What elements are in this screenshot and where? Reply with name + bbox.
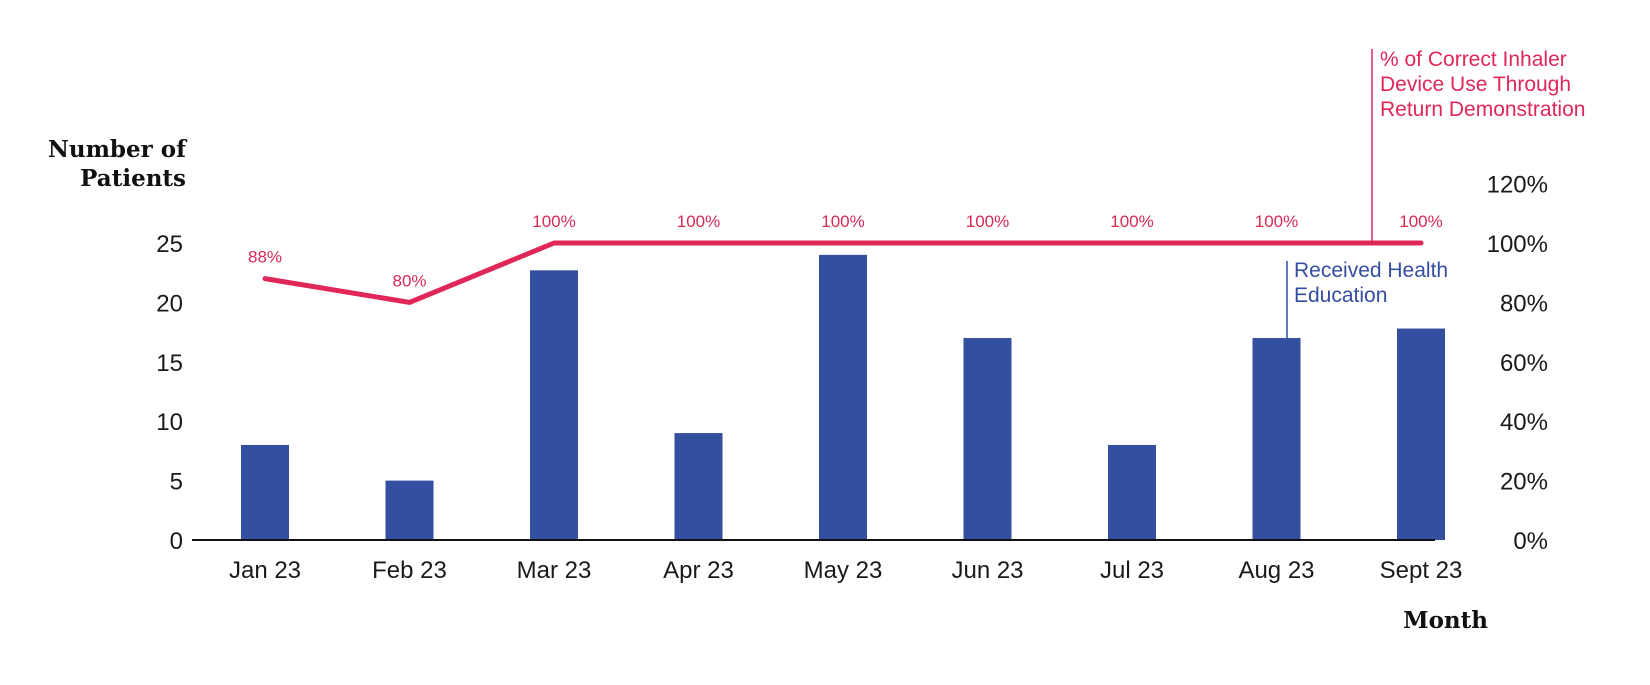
- category-label: Jan 23: [229, 557, 301, 584]
- line-series: [262, 240, 1424, 305]
- category-label: Jun 23: [951, 557, 1023, 584]
- pct-data-label: 100%: [966, 212, 1009, 231]
- x-axis-categories: Jan 23 Feb 23 Mar 23 Apr 23 May 23 Jun 23 Jul …: [229, 557, 1462, 584]
- line-legend-line3: Return Demonstration: [1380, 98, 1585, 121]
- category-label: Sept 23: [1380, 557, 1463, 584]
- bar-legend-line2: Education: [1294, 284, 1387, 307]
- bar: [1252, 338, 1301, 540]
- bar: [963, 338, 1012, 540]
- pct-data-label: 88%: [248, 248, 282, 267]
- line-legend-line2: Device Use Through: [1380, 73, 1571, 96]
- right-tick-label: 80%: [1500, 290, 1548, 317]
- pct-data-label: 100%: [1255, 212, 1298, 231]
- left-axis-title-line2: Patients: [80, 165, 186, 192]
- bar-series: [241, 254, 1445, 540]
- left-tick-label: 0: [170, 528, 183, 555]
- category-label: Apr 23: [663, 557, 734, 584]
- bar-legend-line1: Received Health: [1294, 259, 1448, 282]
- bar: [674, 433, 723, 540]
- left-axis-ticks: 0 5 10 15 20 25: [156, 231, 183, 555]
- right-tick-label: 100%: [1487, 231, 1548, 258]
- left-tick-label: 10: [156, 409, 183, 436]
- category-label: May 23: [804, 557, 883, 584]
- pct-data-label: 100%: [1110, 212, 1153, 231]
- right-tick-label: 20%: [1500, 469, 1548, 496]
- bar: [530, 270, 578, 540]
- pct-data-label: 100%: [1399, 212, 1442, 231]
- bar: [241, 444, 289, 540]
- category-label: Feb 23: [372, 557, 447, 584]
- x-axis-title: Month: [1403, 607, 1488, 634]
- left-tick-label: 5: [170, 469, 183, 496]
- right-axis-ticks: 0% 20% 40% 60% 80% 100% 120%: [1487, 172, 1548, 555]
- left-tick-label: 15: [156, 350, 183, 377]
- line-data-labels: 88% 80% 100% 100% 100% 100% 100% 100% 100%: [248, 212, 1443, 290]
- pct-data-label: 100%: [821, 212, 864, 231]
- bar: [1397, 328, 1445, 540]
- category-label: Mar 23: [517, 557, 592, 584]
- category-label: Jul 23: [1100, 557, 1164, 584]
- pct-data-label: 80%: [392, 271, 426, 290]
- left-tick-label: 20: [156, 290, 183, 317]
- pct-line: [262, 240, 1424, 305]
- left-axis-title-line1: Number of: [48, 136, 188, 163]
- bar: [385, 480, 434, 540]
- right-tick-label: 60%: [1500, 350, 1548, 377]
- line-legend-line1: % of Correct Inhaler: [1380, 48, 1567, 71]
- bar: [819, 254, 867, 540]
- left-tick-label: 25: [156, 231, 183, 258]
- pct-data-label: 100%: [532, 212, 575, 231]
- right-tick-label: 120%: [1487, 172, 1548, 199]
- right-tick-label: 0%: [1513, 528, 1548, 555]
- bar: [1108, 444, 1156, 540]
- category-label: Aug 23: [1238, 557, 1314, 584]
- right-tick-label: 40%: [1500, 409, 1548, 436]
- pct-data-label: 100%: [677, 212, 720, 231]
